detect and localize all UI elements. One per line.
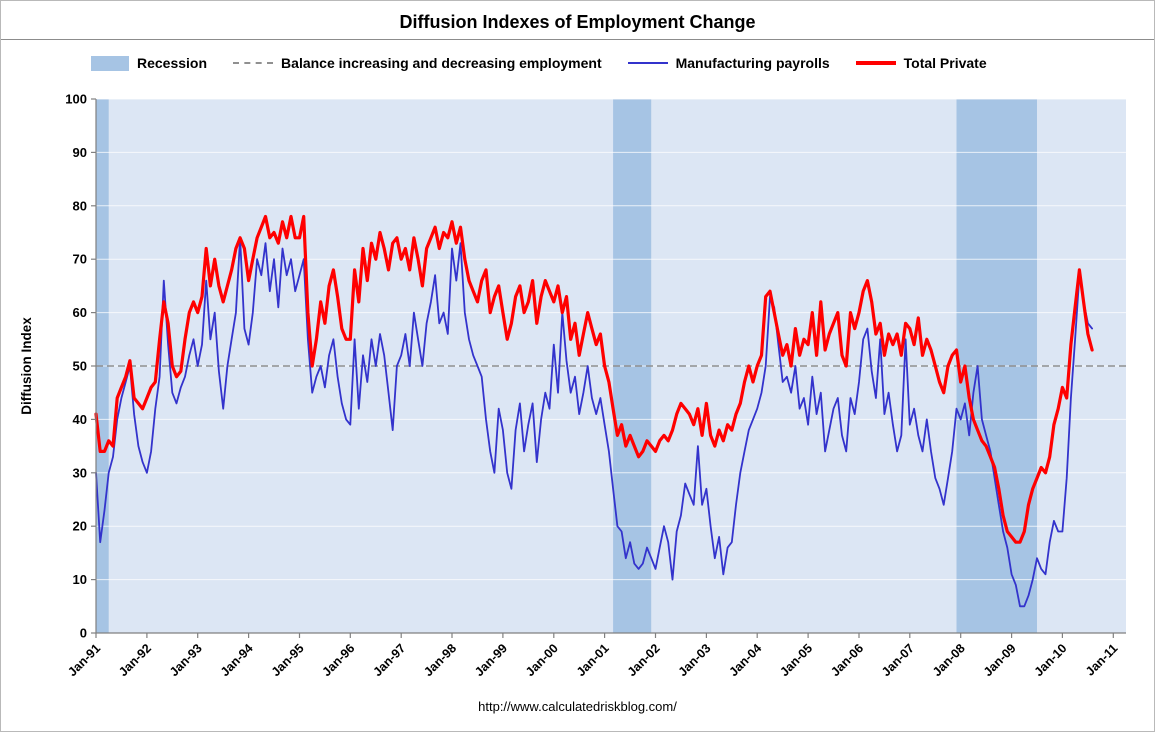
svg-text:Jan-00: Jan-00	[523, 641, 561, 679]
source-url: http://www.calculatedriskblog.com/	[478, 699, 677, 714]
svg-text:Jan-91: Jan-91	[65, 641, 103, 679]
svg-text:0: 0	[80, 626, 87, 641]
legend-label-balance: Balance increasing and decreasing employ…	[281, 55, 602, 71]
svg-text:Jan-97: Jan-97	[370, 641, 408, 679]
diffusion-index-line-chart: 0 10 20 30 40 50 60 70 80 90 100 Jan-91 Jan-92 Jan-93…	[19, 92, 1126, 679]
svg-text:Jan-03: Jan-03	[676, 641, 714, 679]
legend: Recession Balance increasing and decreas…	[91, 55, 987, 71]
svg-text:Jan-06: Jan-06	[828, 641, 866, 679]
svg-text:90: 90	[73, 145, 87, 160]
svg-text:Jan-94: Jan-94	[218, 641, 256, 679]
svg-text:100: 100	[65, 92, 87, 107]
svg-text:Diffusion Index: Diffusion Index	[19, 317, 34, 415]
svg-text:Jan-01: Jan-01	[574, 641, 612, 679]
legend-item-total-private: Total Private	[855, 55, 987, 71]
svg-text:40: 40	[73, 412, 87, 427]
svg-text:Jan-02: Jan-02	[625, 641, 663, 679]
svg-text:30: 30	[73, 465, 87, 480]
svg-text:Jan-98: Jan-98	[421, 641, 459, 679]
chart-title: Diffusion Indexes of Employment Change	[399, 12, 756, 32]
legend-item-manufacturing: Manufacturing payrolls	[627, 55, 830, 71]
svg-text:20: 20	[73, 519, 87, 534]
svg-text:Jan-99: Jan-99	[472, 641, 510, 679]
total-private-line-swatch	[855, 61, 896, 65]
recession-band-swatch	[91, 55, 129, 71]
manufacturing-line-swatch	[627, 62, 668, 64]
legend-item-balance: Balance increasing and decreasing employ…	[233, 55, 602, 71]
svg-text:Jan-95: Jan-95	[269, 641, 307, 679]
svg-text:80: 80	[73, 198, 87, 213]
svg-text:Jan-96: Jan-96	[320, 641, 358, 679]
legend-label-recession: Recession	[137, 55, 208, 71]
balance-line-swatch	[233, 62, 274, 64]
legend-label-total-private: Total Private	[903, 55, 987, 71]
svg-text:70: 70	[73, 252, 87, 267]
svg-text:60: 60	[73, 305, 87, 320]
svg-text:Jan-10: Jan-10	[1032, 641, 1070, 679]
title-divider	[1, 39, 1154, 40]
svg-text:Jan-11: Jan-11	[1083, 641, 1120, 678]
svg-text:Jan-08: Jan-08	[930, 641, 968, 679]
svg-text:Jan-04: Jan-04	[726, 641, 764, 679]
svg-text:Jan-05: Jan-05	[777, 641, 815, 679]
svg-text:Jan-07: Jan-07	[879, 641, 917, 679]
svg-text:Jan-92: Jan-92	[116, 641, 154, 679]
legend-label-manufacturing: Manufacturing payrolls	[675, 55, 830, 71]
svg-text:50: 50	[73, 359, 87, 374]
svg-text:10: 10	[73, 572, 87, 587]
svg-text:Jan-09: Jan-09	[981, 641, 1019, 679]
legend-item-recession: Recession	[91, 55, 207, 71]
svg-text:Jan-93: Jan-93	[167, 641, 205, 679]
